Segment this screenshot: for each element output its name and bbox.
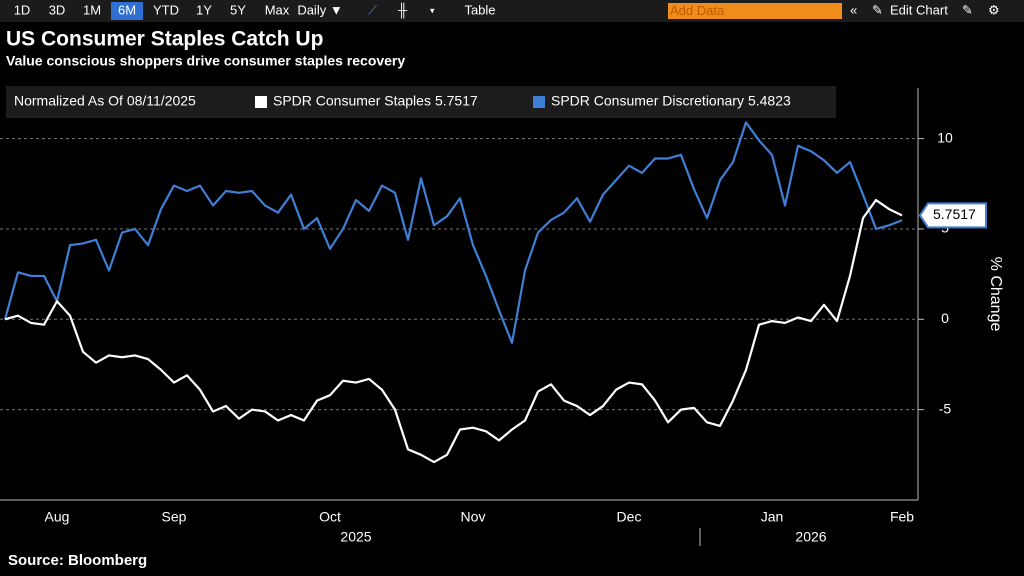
y-tick-label: -5 (939, 400, 952, 416)
y-tick-label: 10 (937, 129, 953, 145)
search-box[interactable] (668, 3, 842, 19)
legend-swatch (533, 96, 545, 108)
x-tick-label: Feb (890, 509, 914, 525)
series-line (3, 121, 903, 344)
chart-subtitle: Value conscious shoppers drive consumer … (6, 53, 405, 69)
toolbar-button[interactable]: YTD (153, 2, 179, 17)
x-tick-label: Dec (617, 509, 642, 525)
y-tick-label: 0 (941, 310, 949, 326)
x-tick-label: Oct (319, 509, 341, 525)
toolbar-button[interactable]: Max (265, 2, 290, 17)
bar-icon[interactable]: ╫ (397, 2, 408, 18)
toolbar-button[interactable]: 6M (118, 2, 136, 17)
x-tick-label: Sep (162, 509, 187, 525)
last-value-tag (918, 202, 987, 229)
edit-chart[interactable]: Edit Chart (890, 2, 948, 17)
toolbar-button[interactable]: 1D (14, 2, 31, 17)
edit-small-icon[interactable]: ✎ (962, 2, 973, 17)
last-value-label: 5.7517 (933, 206, 976, 222)
legend-swatch (255, 96, 267, 108)
toolbar-button[interactable]: 1Y (196, 2, 212, 17)
legend-value: 5.7517 (435, 93, 478, 109)
toolbar-button[interactable]: Daily ▼ (297, 2, 342, 17)
x-tick-label: Aug (45, 509, 70, 525)
legend-label: SPDR Consumer Discretionary (551, 93, 744, 109)
line-icon[interactable]: ⟋ (368, 2, 378, 17)
menu-icon[interactable]: ▾ (430, 5, 435, 15)
toolbar-button[interactable]: 5Y (230, 2, 246, 17)
x-year-label: 2025 (340, 529, 371, 545)
x-tick-label: Nov (461, 509, 486, 525)
toolbar-button[interactable]: 3D (49, 2, 66, 17)
series-line (4, 198, 903, 464)
legend-title: Normalized As Of 08/11/2025 (14, 93, 196, 109)
toolbar-button[interactable]: 1M (83, 2, 101, 17)
collapse-icon[interactable]: « (850, 2, 857, 17)
chart-title: US Consumer Staples Catch Up (6, 28, 323, 51)
source: Source: Bloomberg (8, 552, 147, 569)
active-button-bg (111, 2, 143, 20)
y-axis-label: % Change (987, 257, 1004, 332)
edit-icon[interactable]: ✎ (872, 2, 883, 17)
x-year-label: 2026 (795, 529, 826, 545)
settings-icon[interactable]: ⚙ (988, 2, 1000, 17)
toolbar-button[interactable]: Table (464, 2, 495, 17)
x-tick-label: Jan (761, 509, 784, 525)
search-placeholder[interactable]: Add Data (670, 3, 725, 18)
legend-label: SPDR Consumer Staples (273, 93, 431, 109)
legend-value: 5.4823 (748, 93, 791, 109)
legend-box (6, 86, 836, 118)
